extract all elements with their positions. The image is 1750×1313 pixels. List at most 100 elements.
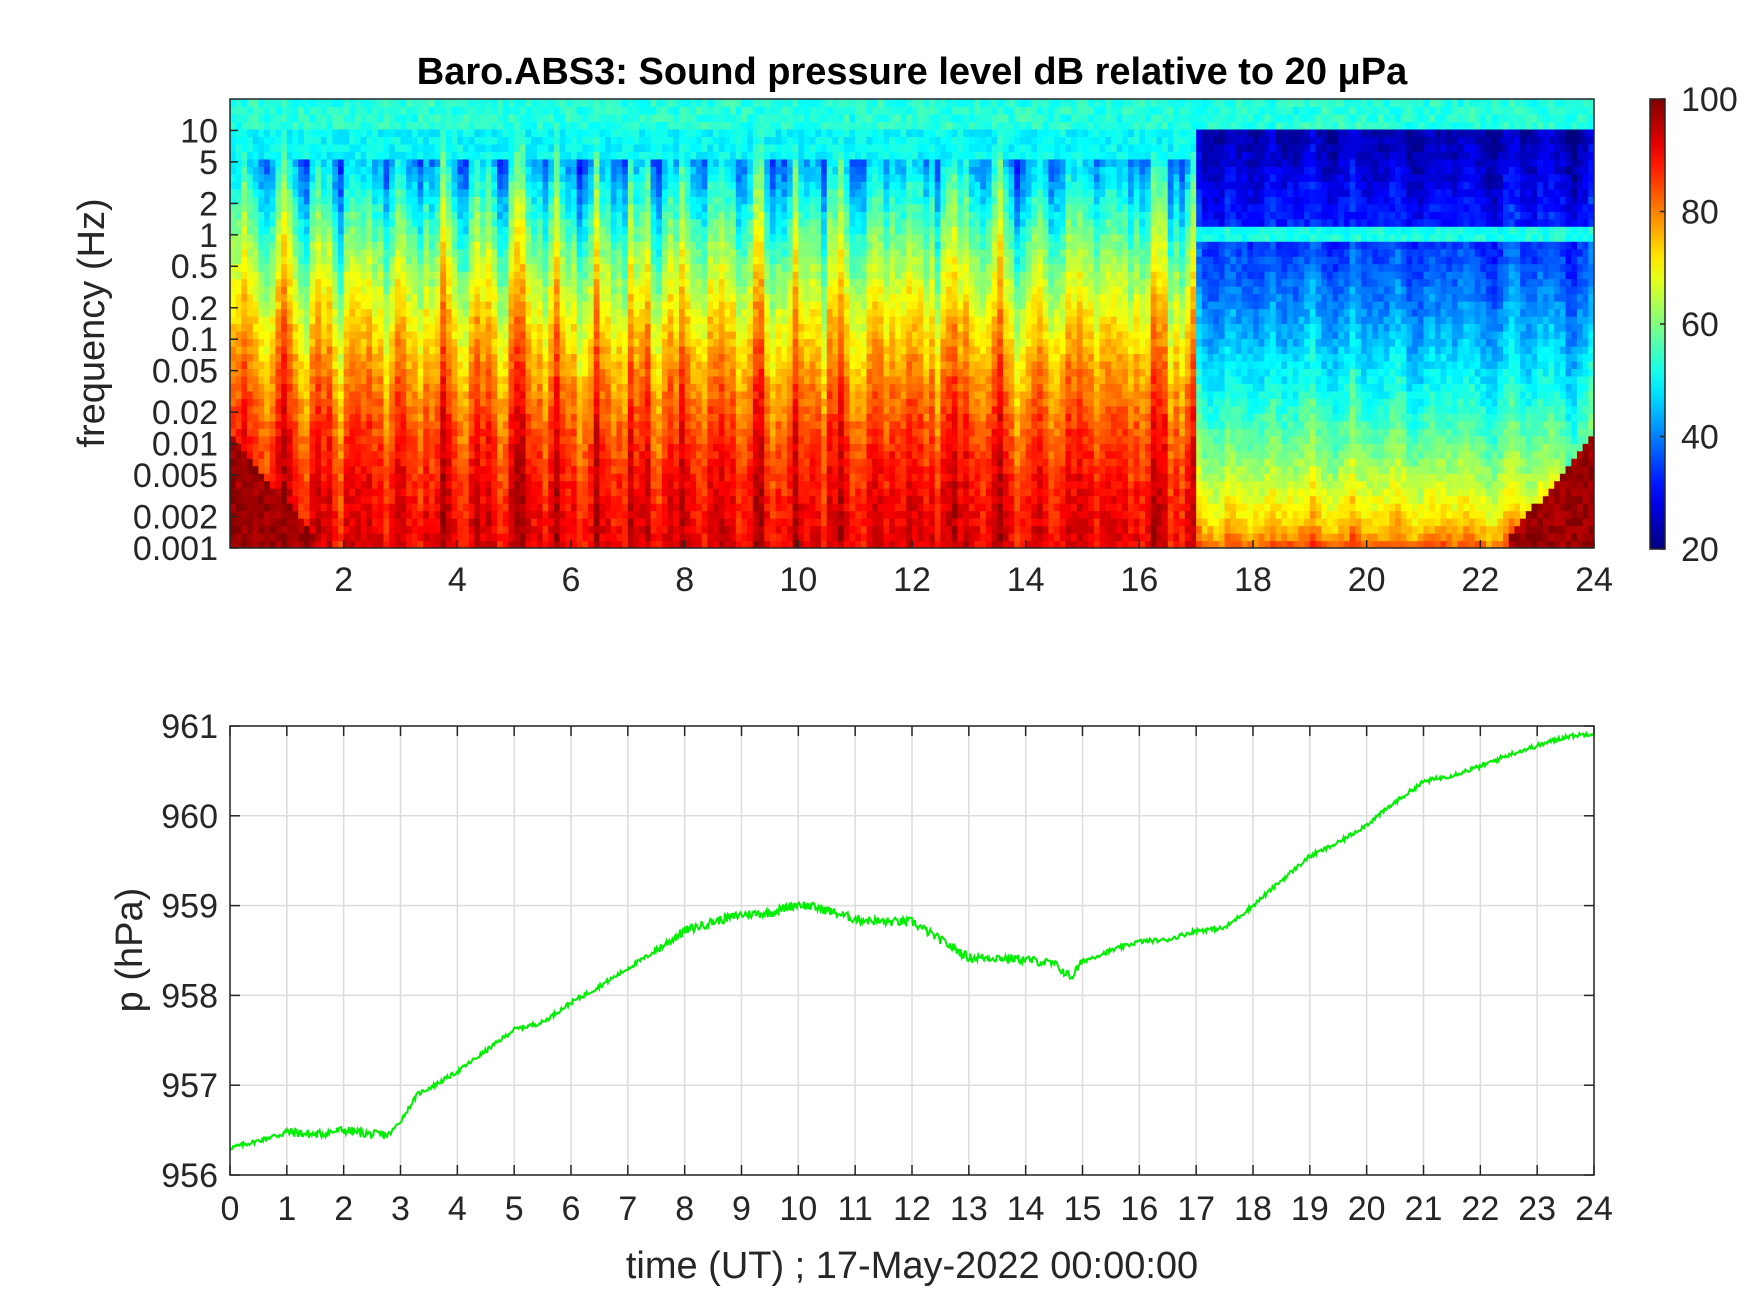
spectrogram-cell (639, 166, 646, 175)
spectrogram-cell (406, 525, 413, 534)
spectrogram-cell (349, 518, 356, 527)
spectrogram-cell (661, 211, 669, 220)
spectrogram-cell (264, 241, 271, 250)
spectrogram-cell (650, 503, 657, 512)
spectrogram-cell (428, 263, 436, 272)
spectrogram-cell (389, 113, 396, 123)
spectrogram-cell (474, 316, 481, 325)
spectrogram-cell (519, 450, 527, 459)
spectrogram-cell (400, 271, 407, 280)
spectrogram-cell (531, 375, 538, 384)
spectrogram-cell (684, 383, 691, 392)
spectrogram-cell (599, 495, 606, 504)
spectrogram-cell (366, 338, 373, 347)
spectrogram-cell (400, 181, 407, 190)
spectrogram-cell (406, 293, 413, 302)
spectrogram-cell (559, 136, 566, 145)
spectrogram-cell (588, 345, 595, 355)
spectrogram-cell (684, 368, 691, 377)
spectrogram-cell (553, 533, 561, 542)
spectrogram-cell (678, 203, 686, 212)
spectrogram-cell (428, 345, 436, 355)
spectrogram-cell (264, 226, 271, 235)
spectrogram-cell (491, 248, 498, 257)
spectrogram-cell (571, 405, 578, 414)
spectrogram-cell (309, 151, 316, 160)
spectrogram-cell (360, 173, 367, 182)
spectrogram-cell (275, 533, 282, 542)
spectrogram-cell (656, 488, 663, 497)
spectrogram-cell (440, 368, 447, 377)
spectrogram-cell (644, 330, 652, 340)
spectrogram-cell (366, 413, 373, 422)
spectrogram-cell (411, 353, 419, 362)
spectrogram-cell (633, 323, 640, 332)
spectrogram-cell (582, 450, 589, 459)
spectrogram-cell (622, 420, 629, 429)
spectrogram-cell (519, 233, 527, 242)
spectrogram-cell (241, 420, 248, 429)
spectrogram-cell (428, 503, 436, 512)
spectrogram-cell (588, 495, 595, 504)
spectrogram-cell (445, 368, 453, 377)
spectrogram-cell (508, 510, 515, 519)
spectrogram-cell (389, 480, 396, 489)
spectrogram-cell (678, 121, 686, 130)
spectrogram-cell (588, 316, 595, 325)
spectrogram-cell (332, 106, 339, 115)
spectrogram-cell (394, 256, 402, 265)
spectrogram-cell (678, 308, 686, 317)
spectrogram-cell (417, 488, 424, 497)
spectrogram-cell (389, 458, 396, 467)
spectrogram-cell (366, 158, 373, 167)
spectrogram-cell (417, 540, 424, 548)
spectrogram-cell (508, 345, 515, 355)
spectrogram-cell (514, 368, 521, 377)
spectrogram-cell (457, 316, 464, 325)
spectrogram-cell (252, 248, 260, 257)
spectrogram-cell (616, 136, 623, 145)
spectrogram-cell (582, 390, 589, 399)
spectrogram-cell (644, 428, 652, 437)
spectrogram-cell (383, 203, 390, 212)
spectrogram-cell (605, 241, 612, 250)
spectrogram-cell (332, 256, 339, 265)
spectrogram-cell (599, 480, 606, 489)
spectrogram-cell (360, 383, 367, 392)
spectrogram-cell (326, 99, 333, 108)
spectrogram-cell (588, 473, 595, 482)
spectrogram-cell (264, 196, 271, 205)
spectrogram-cell (355, 113, 362, 123)
spectrogram-cell (548, 143, 555, 152)
spectrogram-cell (627, 301, 635, 310)
spectrogram-cell (553, 330, 561, 340)
spectrogram-cell (423, 271, 430, 280)
spectrogram-cell (389, 121, 396, 130)
spectrogram-cell (230, 106, 237, 115)
spectrogram-cell (610, 345, 618, 355)
spectrogram-cell (372, 510, 379, 519)
spectrogram-cell (303, 480, 311, 489)
spectrogram-cell (571, 136, 578, 145)
spectrogram-cell (582, 99, 589, 108)
spectrogram-cell (292, 345, 299, 355)
spectrogram-cell (394, 203, 402, 212)
spectrogram-cell (269, 113, 277, 123)
spectrogram-cell (616, 480, 623, 489)
spectrogram-cell (337, 398, 345, 407)
spectrogram-cell (525, 503, 532, 512)
spectrogram-cell (553, 435, 561, 444)
spectrogram-cell (281, 99, 288, 108)
spectrogram-cell (525, 413, 532, 422)
spectrogram-cell (303, 301, 311, 310)
spectrogram-cell (656, 330, 663, 340)
spectrogram-cell (264, 540, 271, 548)
spectrogram-cell (389, 503, 396, 512)
spectrogram-cell (337, 106, 345, 115)
spectrogram-cell (622, 301, 629, 310)
spectrogram-cell (337, 316, 345, 325)
spectrogram-cell (656, 345, 663, 355)
spectrogram-cell (411, 375, 419, 384)
spectrogram-cell (485, 278, 493, 287)
spectrogram-cell (497, 128, 504, 138)
